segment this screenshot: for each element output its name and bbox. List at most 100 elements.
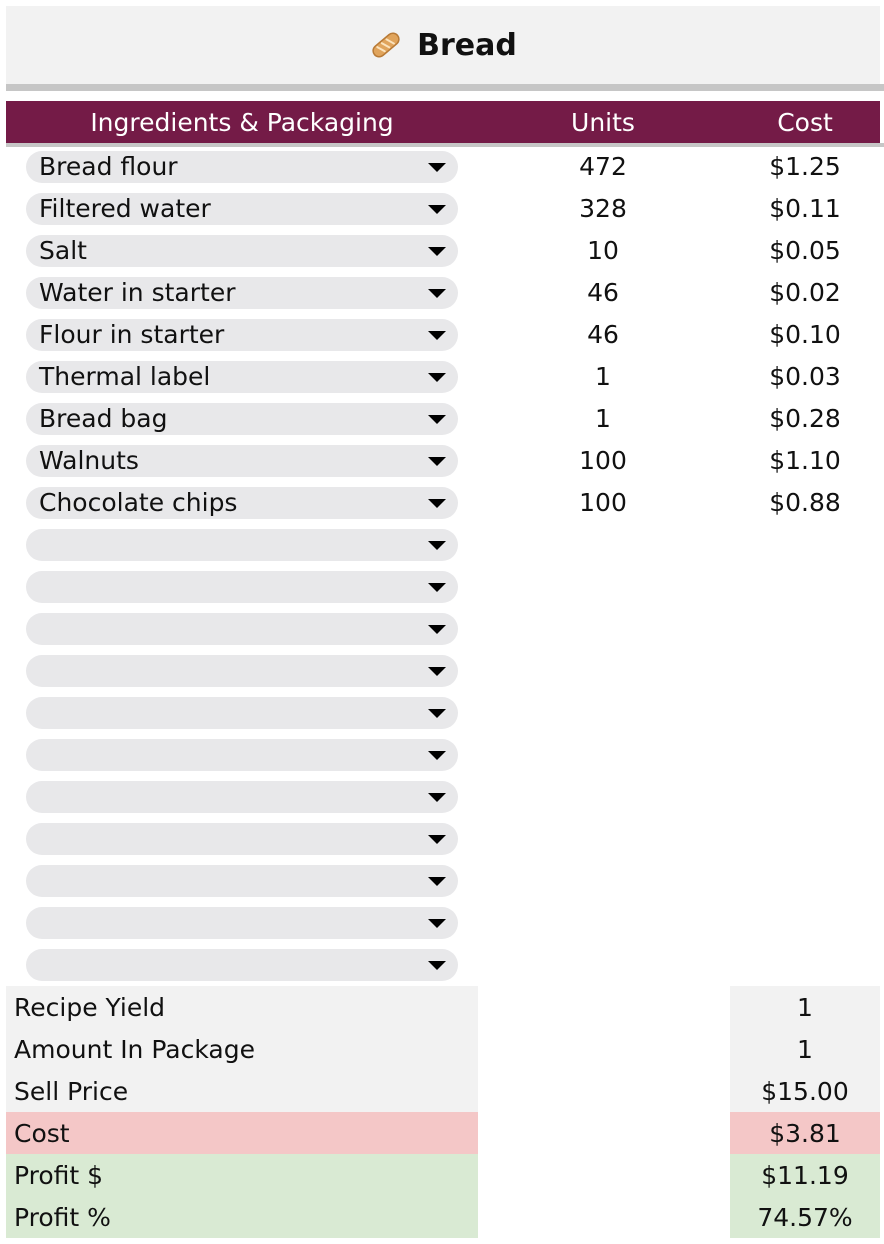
cost-cell xyxy=(730,566,880,608)
profit-dollar-label: Profit $ xyxy=(6,1154,478,1196)
cost-cell: $0.02 xyxy=(769,278,841,307)
caret-down-icon[interactable] xyxy=(428,919,446,928)
caret-down-icon[interactable] xyxy=(428,583,446,592)
profit-percent-row: Profit % 74.57% xyxy=(0,1196,884,1238)
baguette-icon xyxy=(369,28,403,62)
units-cell[interactable] xyxy=(528,902,678,944)
caret-down-icon[interactable] xyxy=(428,709,446,718)
table-row xyxy=(0,650,884,692)
amount-in-package-value[interactable]: 1 xyxy=(730,1028,880,1070)
units-cell[interactable]: 1 xyxy=(595,404,611,433)
units-cell[interactable]: 472 xyxy=(579,152,627,181)
caret-down-icon[interactable] xyxy=(428,205,446,214)
ingredient-dropdown[interactable] xyxy=(26,697,458,729)
ingredient-dropdown[interactable] xyxy=(26,781,458,813)
caret-down-icon[interactable] xyxy=(428,373,446,382)
ingredient-dropdown[interactable]: Thermal label xyxy=(26,361,458,393)
caret-down-icon[interactable] xyxy=(428,961,446,970)
table-row: Bread flour 472 $1.25 xyxy=(0,146,884,188)
caret-down-icon[interactable] xyxy=(428,877,446,886)
caret-down-icon[interactable] xyxy=(428,625,446,634)
cost-cell xyxy=(730,650,880,692)
ingredient-dropdown[interactable]: Walnuts xyxy=(26,445,458,477)
ingredient-dropdown[interactable]: Water in starter xyxy=(26,277,458,309)
ingredient-dropdown[interactable] xyxy=(26,823,458,855)
ingredient-dropdown-value: Bread flour xyxy=(39,152,178,181)
caret-down-icon[interactable] xyxy=(428,163,446,172)
units-cell[interactable]: 1 xyxy=(595,362,611,391)
units-cell[interactable]: 100 xyxy=(579,446,627,475)
units-cell[interactable]: 10 xyxy=(587,236,619,265)
ingredient-dropdown[interactable] xyxy=(26,613,458,645)
units-cell[interactable]: 46 xyxy=(587,278,619,307)
table-row xyxy=(0,776,884,818)
units-cell[interactable]: 100 xyxy=(579,488,627,517)
table-row xyxy=(0,860,884,902)
ingredient-dropdown[interactable] xyxy=(26,739,458,771)
units-cell[interactable] xyxy=(528,524,678,566)
profit-percent-label: Profit % xyxy=(6,1196,478,1238)
caret-down-icon[interactable] xyxy=(428,247,446,256)
units-cell[interactable] xyxy=(528,650,678,692)
caret-down-icon[interactable] xyxy=(428,457,446,466)
caret-down-icon[interactable] xyxy=(428,499,446,508)
header-units: Units xyxy=(571,108,635,137)
sell-price-row: Sell Price $15.00 xyxy=(0,1070,884,1112)
caret-down-icon[interactable] xyxy=(428,331,446,340)
ingredient-dropdown[interactable] xyxy=(26,529,458,561)
table-row xyxy=(0,524,884,566)
ingredient-dropdown-value: Thermal label xyxy=(39,362,211,391)
caret-down-icon[interactable] xyxy=(428,667,446,676)
cost-cell: $1.25 xyxy=(769,152,841,181)
cost-cell: $1.10 xyxy=(769,446,841,475)
sell-price-value[interactable]: $15.00 xyxy=(730,1070,880,1112)
cost-cell xyxy=(730,902,880,944)
caret-down-icon[interactable] xyxy=(428,541,446,550)
ingredient-dropdown[interactable]: Filtered water xyxy=(26,193,458,225)
ingredient-rows: Bread flour 472 $1.25 Filtered water 328 $0.1… xyxy=(0,146,884,986)
units-cell[interactable] xyxy=(528,608,678,650)
ingredient-dropdown[interactable]: Salt xyxy=(26,235,458,267)
cost-cell xyxy=(730,692,880,734)
ingredient-dropdown[interactable]: Chocolate chips xyxy=(26,487,458,519)
units-cell[interactable] xyxy=(528,734,678,776)
units-cell[interactable] xyxy=(528,860,678,902)
recipe-yield-value[interactable]: 1 xyxy=(730,986,880,1028)
ingredient-dropdown-value: Chocolate chips xyxy=(39,488,238,517)
ingredient-dropdown[interactable] xyxy=(26,655,458,687)
sell-price-label: Sell Price xyxy=(6,1070,478,1112)
cost-cell: $0.28 xyxy=(769,404,841,433)
units-cell[interactable] xyxy=(528,566,678,608)
caret-down-icon[interactable] xyxy=(428,415,446,424)
ingredient-dropdown[interactable]: Bread flour xyxy=(26,151,458,183)
profit-dollar-row: Profit $ $11.19 xyxy=(0,1154,884,1196)
ingredient-dropdown[interactable] xyxy=(26,949,458,981)
units-cell[interactable] xyxy=(528,818,678,860)
recipe-yield-row: Recipe Yield 1 xyxy=(0,986,884,1028)
ingredient-dropdown[interactable] xyxy=(26,571,458,603)
units-cell[interactable]: 46 xyxy=(587,320,619,349)
ingredient-dropdown[interactable] xyxy=(26,907,458,939)
caret-down-icon[interactable] xyxy=(428,793,446,802)
ingredient-dropdown[interactable]: Bread bag xyxy=(26,403,458,435)
units-cell[interactable] xyxy=(528,944,678,986)
caret-down-icon[interactable] xyxy=(428,835,446,844)
ingredient-dropdown[interactable] xyxy=(26,865,458,897)
cost-cell xyxy=(730,524,880,566)
ingredient-dropdown-value: Flour in starter xyxy=(39,320,225,349)
table-row xyxy=(0,692,884,734)
table-row xyxy=(0,566,884,608)
recipe-yield-label: Recipe Yield xyxy=(6,986,478,1028)
units-cell[interactable] xyxy=(528,692,678,734)
caret-down-icon[interactable] xyxy=(428,751,446,760)
caret-down-icon[interactable] xyxy=(428,289,446,298)
table-row xyxy=(0,944,884,986)
units-cell[interactable]: 328 xyxy=(579,194,627,223)
profit-dollar-value: $11.19 xyxy=(730,1154,880,1196)
ingredient-dropdown[interactable]: Flour in starter xyxy=(26,319,458,351)
amount-in-package-row: Amount In Package 1 xyxy=(0,1028,884,1070)
units-cell[interactable] xyxy=(528,776,678,818)
table-row: Walnuts 100 $1.10 xyxy=(0,440,884,482)
table-row xyxy=(0,734,884,776)
